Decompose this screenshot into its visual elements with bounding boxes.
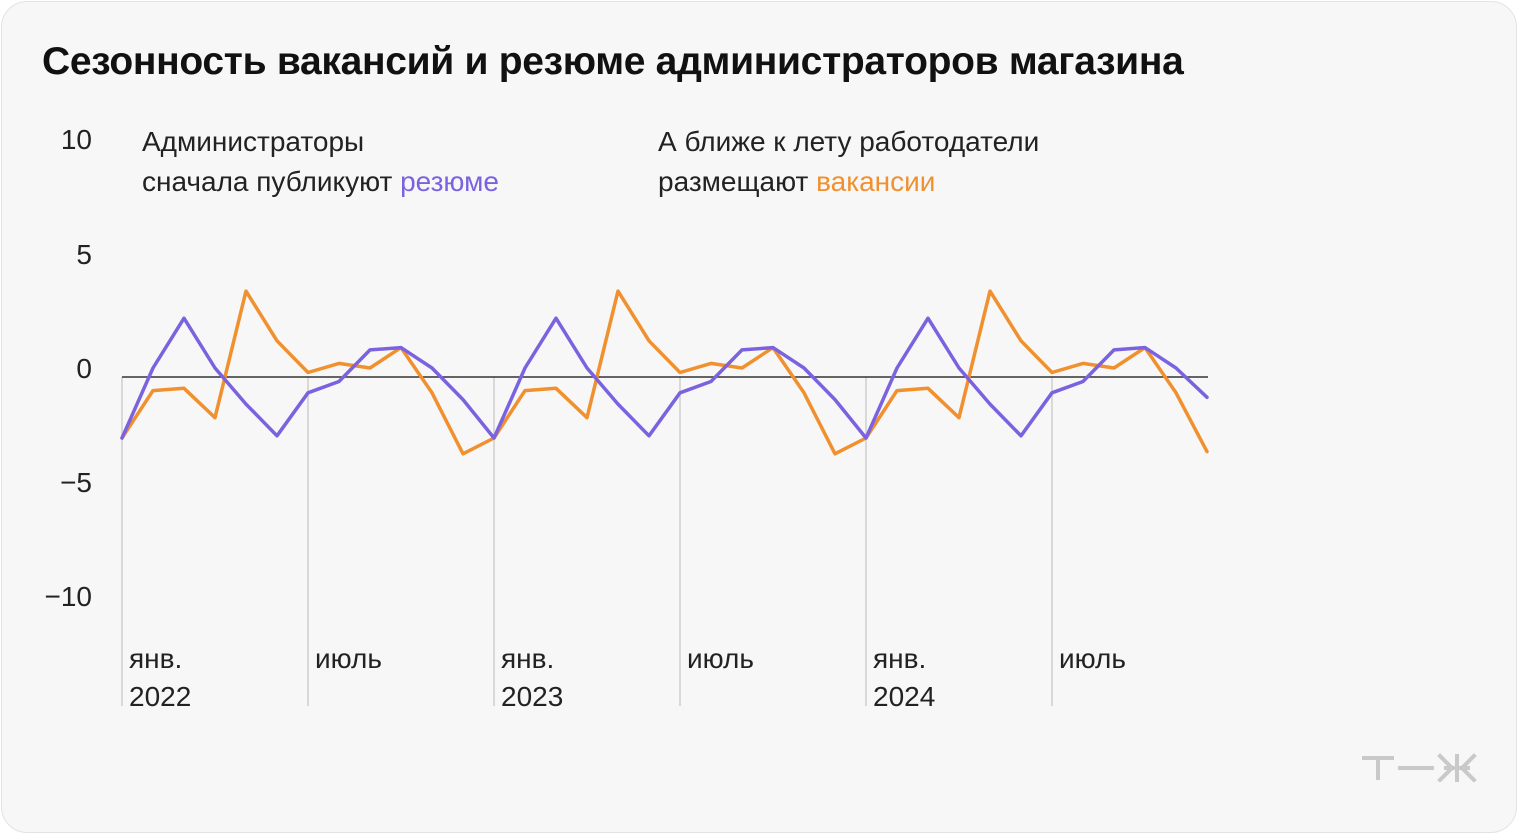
x-tick-jul-2024: июль — [1059, 643, 1126, 674]
annotation-vacancies: А ближе к лету работодатели размещают ва… — [658, 122, 1039, 202]
annotation-vacancies-line1: А ближе к лету работодатели — [658, 126, 1040, 157]
y-tick-5: 5 — [76, 239, 92, 270]
tzh-logo-icon — [1362, 753, 1477, 782]
x-tick-jan-2023: янв. 2023 — [501, 643, 564, 712]
x-tick-jul-2022: июль — [315, 643, 382, 674]
series-line-vacancies — [120, 289, 1209, 456]
annotation-resume: Администраторы сначала публикуют резюме — [142, 122, 499, 202]
y-tick-minus-5: −5 — [60, 467, 92, 498]
y-tick-10: 10 — [60, 124, 92, 155]
annotation-resume-prefix: сначала публикуют — [142, 166, 393, 197]
series-line-resume — [120, 316, 1209, 440]
annotation-resume-line1: Администраторы — [142, 126, 365, 157]
x-tick-jan-2022: янв. 2022 — [129, 643, 192, 712]
chart-title: Сезонность вакансий и резюме администрат… — [42, 40, 1184, 83]
annotation-vacancies-highlight: вакансии — [816, 166, 936, 197]
x-tick-jan-2024: янв. 2024 — [873, 643, 936, 712]
annotation-resume-highlight: резюме — [400, 166, 499, 197]
y-tick-0: 0 — [76, 353, 92, 384]
x-tick-jul-2023: июль — [687, 643, 754, 674]
annotation-vacancies-prefix: размещают — [658, 166, 809, 197]
y-tick-minus-10: −10 — [44, 581, 93, 612]
